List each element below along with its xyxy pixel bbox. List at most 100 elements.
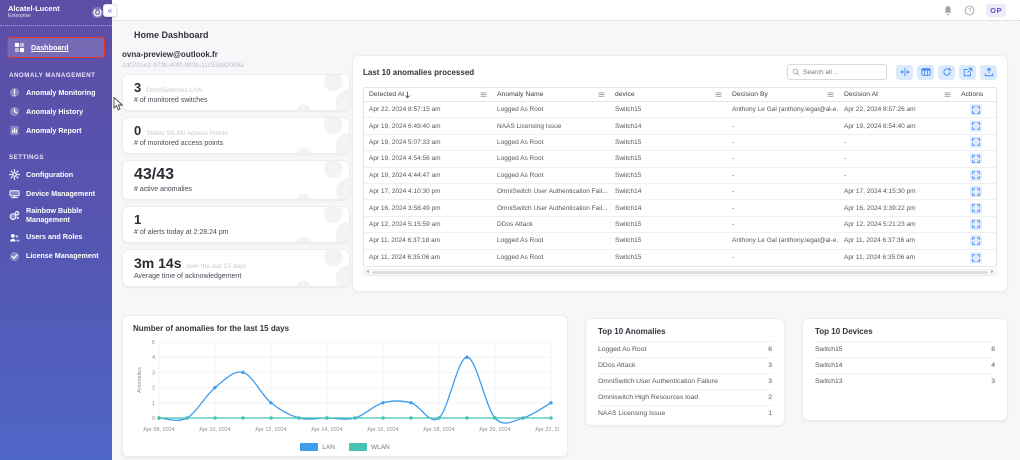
table-row[interactable]: Apr 19, 2024 5:07:33 am Logged As Root Swi… [364, 135, 996, 152]
svg-text:Apr 14, 2024: Apr 14, 2024 [311, 427, 343, 433]
table-row[interactable]: Apr 11, 2024 6:37:18 am Logged As Root Swi… [364, 233, 996, 250]
sidebar-item-configuration[interactable]: Configuration [0, 165, 112, 184]
horizontal-scrollbar[interactable]: ◄ ► [363, 268, 997, 276]
list-item: OmniSwitch User Authentication Failure 3 [598, 374, 772, 390]
expand-row-button[interactable] [970, 235, 982, 247]
export-button[interactable] [980, 64, 997, 80]
sidebar-item-rainbow-bubble-management[interactable]: Rainbow Bubble Management [0, 203, 112, 228]
column-header-decision-by[interactable]: Decision By [727, 88, 839, 101]
anomalies-chart-card: Number of anomalies for the last 15 days… [122, 315, 568, 457]
open-view-button[interactable] [959, 64, 976, 80]
list-item: Logged As Root 6 [598, 342, 772, 358]
cell-device: Switch15 [615, 155, 642, 163]
cell-actions [956, 135, 996, 150]
item-count: 4 [991, 362, 995, 369]
expand-icon [972, 171, 980, 180]
expand-icon [972, 155, 980, 163]
cell-device: Switch15 [615, 220, 642, 228]
help-icon[interactable]: ? [964, 5, 975, 16]
scroll-right-icon[interactable]: ► [990, 268, 995, 275]
fit-columns-button[interactable] [896, 64, 913, 80]
top-devices-list: Switch15 8 Switch14 4 Switch13 3 [815, 342, 995, 389]
sidebar-item-anomaly-monitoring[interactable]: Anomaly Monitoring [0, 83, 112, 102]
alert-circle-icon [9, 87, 20, 98]
expand-row-button[interactable] [970, 218, 982, 230]
expand-row-button[interactable] [970, 186, 982, 198]
line-chart: 0 1 2 3 4 5 Apr 08, 2024 Apr 10, 2024 Apr 12, 20… [137, 340, 567, 433]
cell-decision-at: - [844, 155, 847, 163]
column-header-anomaly-name[interactable]: Anomaly Name [492, 88, 610, 101]
table-row[interactable]: Apr 12, 2024 5:15:59 am DDos Attack Switch… [364, 217, 996, 234]
stat-value: 0 [134, 123, 142, 138]
expand-row-button[interactable] [970, 136, 982, 148]
table-row[interactable]: Apr 11, 2024 6:35:06 am Logged As Root Swi… [364, 250, 996, 266]
cell-detected-at: Apr 19, 2024 4:54:56 am [369, 155, 441, 163]
search-input[interactable] [803, 68, 883, 76]
sidebar-item-anomaly-report[interactable]: Anomaly Report [0, 121, 112, 140]
item-name: Switch15 [815, 346, 843, 353]
stat-card-of-alerts-today-at-2-28-24-pm: 1 # of alerts today at 2:28:24 pm [122, 206, 350, 243]
sidebar-divider [0, 25, 112, 27]
cell-device: Switch14 [615, 188, 642, 196]
cell-detected-at: Apr 22, 2024 8:57:15 am [369, 106, 441, 114]
cell-anomaly-name: Logged As Root [497, 106, 544, 114]
legend-item-lan[interactable]: LAN [300, 443, 335, 451]
table-row[interactable]: Apr 19, 2024 4:54:56 am Logged As Root Swi… [364, 151, 996, 168]
sidebar-item-users-and-roles[interactable]: Users and Roles [0, 228, 112, 247]
expand-row-button[interactable] [970, 169, 982, 181]
sidebar-section-title: ANOMALY MANAGEMENT [9, 72, 96, 80]
item-count: 3 [991, 378, 995, 385]
column-header-device[interactable]: device [610, 88, 727, 101]
list-item: Omniswitch High Resources load 2 [598, 390, 772, 406]
item-name: OmniSwitch User Authentication Failure [598, 378, 718, 385]
sidebar-item-device-management[interactable]: Device Management [0, 184, 112, 203]
list-item: Switch14 4 [815, 358, 995, 374]
table-row[interactable]: Apr 19, 2024 6:49:40 am NAAS Licensing Is… [364, 118, 996, 135]
expand-row-button[interactable] [970, 202, 982, 214]
cell-decision-by: - [732, 138, 735, 146]
table-row[interactable]: Apr 19, 2024 4:44:47 am Logged As Root Swi… [364, 168, 996, 184]
columns-button[interactable] [917, 64, 934, 80]
sidebar-item-anomaly-history[interactable]: Anomaly History [0, 102, 112, 121]
item-count: 3 [768, 378, 772, 385]
avatar[interactable]: OP [986, 3, 1006, 17]
cell-anomaly-name: OmniSwitch User Authentication Fail... [497, 204, 608, 212]
cell-decision-by: - [732, 220, 735, 228]
stat-suffix: Stellar WLAN Access Points [146, 130, 228, 137]
expand-row-button[interactable] [970, 104, 982, 116]
table-row[interactable]: Apr 16, 2024 3:58:49 pm OmniSwitch User A… [364, 200, 996, 217]
expand-icon [972, 253, 980, 262]
page-title: Home Dashboard [134, 30, 209, 40]
column-header-detected-at[interactable]: Detected At [364, 88, 492, 101]
history-clock-icon [9, 106, 20, 117]
item-count: 6 [768, 346, 772, 353]
cell-actions [956, 217, 996, 232]
sidebar-section-title: SETTINGS [9, 154, 44, 162]
notifications-bell-icon[interactable] [943, 5, 953, 16]
stat-suffix: OmniSwitches LAN [146, 87, 203, 94]
sidebar-collapse-button[interactable]: « [103, 4, 117, 17]
table-row[interactable]: Apr 17, 2024 4:10:30 pm OmniSwitch User A… [364, 184, 996, 201]
sidebar-item-dashboard[interactable]: Dashboard [7, 37, 105, 59]
sidebar-section: SETTINGS Configuration Device Management… [0, 154, 112, 266]
column-menu-icon [944, 91, 951, 98]
sidebar-item-license-management[interactable]: License Management [0, 247, 112, 266]
stat-card-average-time-of-acknowledgement: 3m 14s over the last 15 days Average tim… [122, 249, 350, 287]
expand-row-button[interactable] [970, 120, 982, 132]
expand-row-button[interactable] [970, 153, 982, 165]
scroll-left-icon[interactable]: ◄ [365, 268, 370, 275]
column-header-decision-at[interactable]: Decision At [839, 88, 956, 101]
search-box[interactable] [787, 64, 887, 80]
scrollbar-thumb[interactable] [371, 270, 989, 275]
license-check-icon [9, 251, 20, 262]
column-header-actions[interactable]: Actions [956, 88, 996, 101]
column-label: Anomaly Name [497, 91, 544, 98]
cell-device: Switch14 [615, 204, 642, 212]
stat-card-active-anomalies: 43/43 # active anomalies [122, 160, 350, 200]
cell-decision-at: Apr 12, 2024 5:21:23 am [844, 220, 916, 228]
table-row[interactable]: Apr 22, 2024 8:57:15 am Logged As Root Swi… [364, 102, 996, 119]
refresh-button[interactable] [938, 64, 955, 80]
item-name: NAAS Licensing Issue [598, 410, 666, 417]
expand-row-button[interactable] [970, 252, 982, 264]
legend-item-wlan[interactable]: WLAN [348, 443, 390, 451]
